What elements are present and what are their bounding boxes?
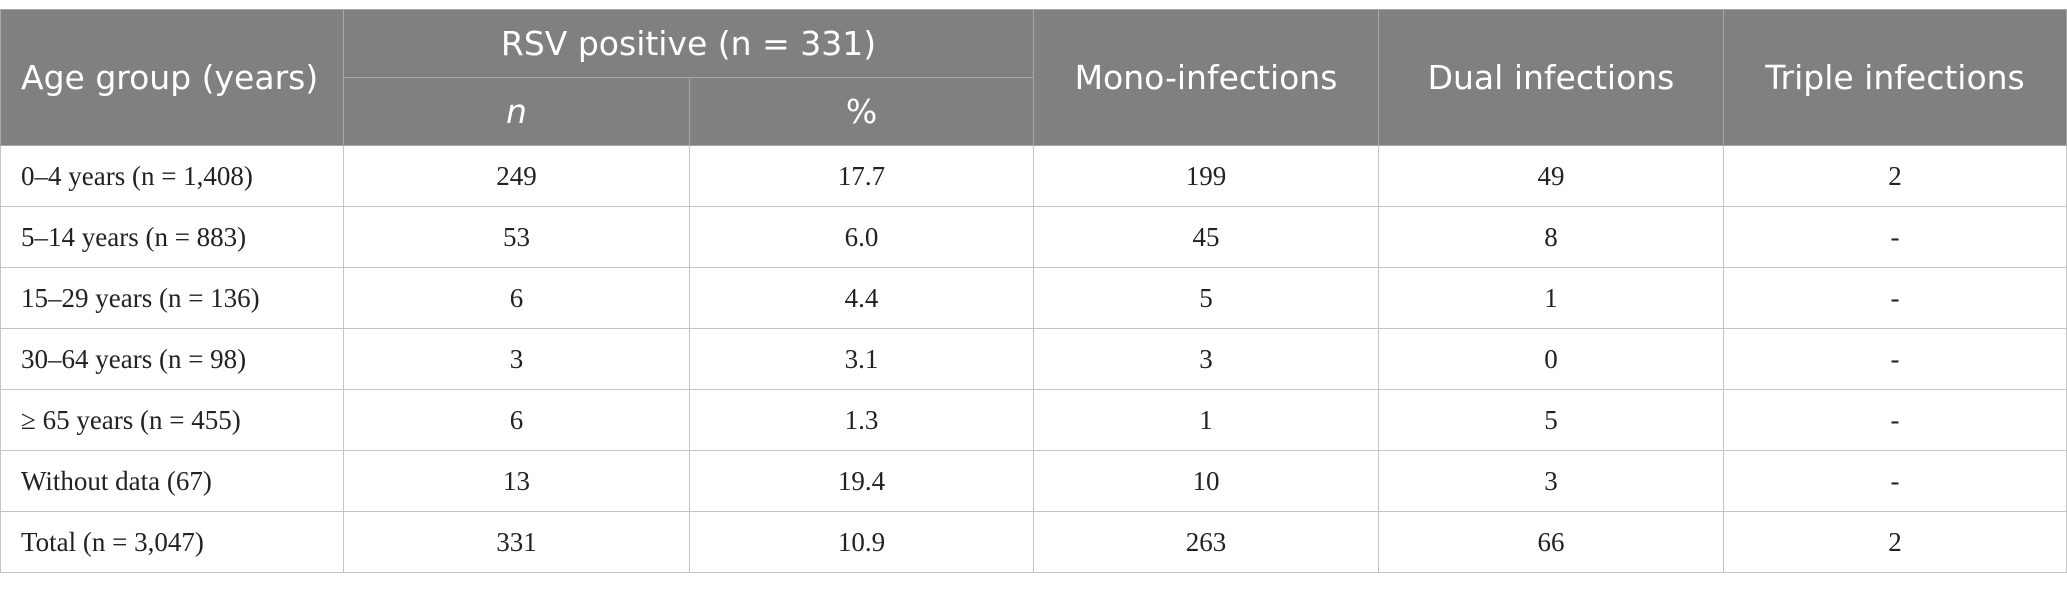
header-cell: Mono-infections [1033,9,1379,146]
table-header: Age group (years) RSV positive (n = 331)… [0,9,2067,146]
table-cell: - [1723,206,2067,268]
table-cell: 5 [1033,267,1379,329]
table-cell: 1.3 [689,389,1034,451]
table-row: 15–29 years (n = 136) 6 4.4 5 1- [0,267,2067,329]
table-row: Without data (67) 13 19.4 10 3- [0,450,2067,512]
table-cell: 263 [1033,511,1379,573]
table-cell: 3 [1033,328,1379,390]
table-cell: 5 [1378,389,1724,451]
table-cell: 10 [1033,450,1379,512]
header-cell: Dual infections [1378,9,1724,146]
table-cell: 53 [343,206,690,268]
table-cell: 1 [1033,389,1379,451]
header-cell: RSV positive (n = 331) [343,9,1034,78]
row-label: Without data (67) [0,450,344,512]
table-cell: 2 [1723,511,2067,573]
table-cell: 3 [1378,450,1724,512]
table-row: 0–4 years (n = 1,408) 249 17.7 199 49 2 [0,145,2067,207]
table-cell: 19.4 [689,450,1034,512]
header-cell: % [689,77,1034,146]
table-row: ≥ 65 years (n = 455) 6 1.3 1 5- [0,389,2067,451]
row-label: ≥ 65 years (n = 455) [0,389,344,451]
table-cell: 66 [1378,511,1724,573]
row-label: 30–64 years (n = 98) [0,328,344,390]
table-cell: - [1723,450,2067,512]
table-cell: 17.7 [689,145,1034,207]
row-label: 5–14 years (n = 883) [0,206,344,268]
table-cell: 2 [1723,145,2067,207]
table-cell: 249 [343,145,690,207]
table-cell: 49 [1378,145,1724,207]
table-cell: 45 [1033,206,1379,268]
header-cell: Triple infections [1723,9,2067,146]
table-cell: 10.9 [689,511,1034,573]
table-cell: 0 [1378,328,1724,390]
header-cell: n [343,77,690,146]
table-cell: 4.4 [689,267,1034,329]
table-cell: 331 [343,511,690,573]
table-cell: 3.1 [689,328,1034,390]
table-cell: 13 [343,450,690,512]
header-cell: Age group (years) [0,9,344,146]
table-cell: 1 [1378,267,1724,329]
table-cell: 199 [1033,145,1379,207]
table-cell: 6 [343,267,690,329]
table-cell: - [1723,328,2067,390]
table-cell: - [1723,389,2067,451]
table-cell: - [1723,267,2067,329]
row-label: 0–4 years (n = 1,408) [0,145,344,207]
table-cell: 8 [1378,206,1724,268]
table-body: 0–4 years (n = 1,408) 249 17.7 199 49 2 5–14 y… [0,145,2067,573]
table-cell: 3 [343,328,690,390]
row-label: Total (n = 3,047) [0,511,344,573]
table-cell: 6 [343,389,690,451]
table-cell: 6.0 [689,206,1034,268]
table-row: 30–64 years (n = 98) 3 3.1 3 0- [0,328,2067,390]
data-table: Age group (years) RSV positive (n = 331)… [0,9,2067,573]
table-row: 5–14 years (n = 883) 53 6.0 45 8- [0,206,2067,268]
row-label: 15–29 years (n = 136) [0,267,344,329]
table-row: Total (n = 3,047) 331 10.9 263 66 2 [0,511,2067,573]
